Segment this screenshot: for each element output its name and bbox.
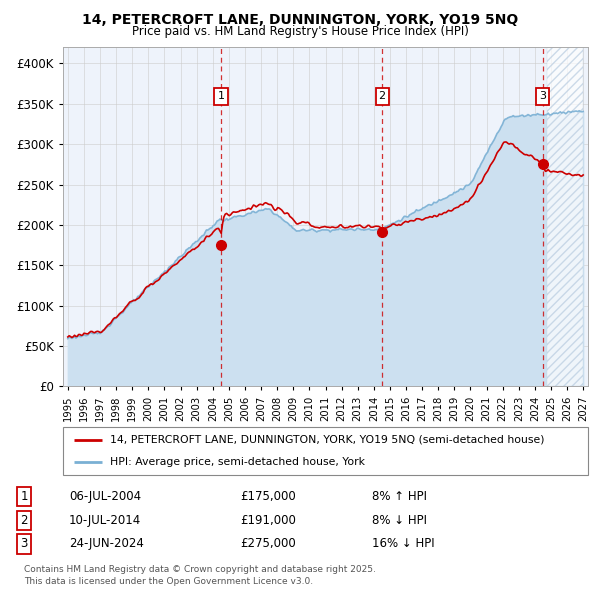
- Text: 14, PETERCROFT LANE, DUNNINGTON, YORK, YO19 5NQ: 14, PETERCROFT LANE, DUNNINGTON, YORK, Y…: [82, 13, 518, 27]
- Text: 2: 2: [20, 514, 28, 527]
- Text: 8% ↓ HPI: 8% ↓ HPI: [372, 514, 427, 527]
- Text: 2: 2: [379, 91, 386, 101]
- Text: £275,000: £275,000: [240, 537, 296, 550]
- Text: HPI: Average price, semi-detached house, York: HPI: Average price, semi-detached house,…: [110, 457, 365, 467]
- Text: 10-JUL-2014: 10-JUL-2014: [69, 514, 141, 527]
- Text: 16% ↓ HPI: 16% ↓ HPI: [372, 537, 434, 550]
- Text: 14, PETERCROFT LANE, DUNNINGTON, YORK, YO19 5NQ (semi-detached house): 14, PETERCROFT LANE, DUNNINGTON, YORK, Y…: [110, 435, 545, 445]
- Text: Contains HM Land Registry data © Crown copyright and database right 2025.
This d: Contains HM Land Registry data © Crown c…: [24, 565, 376, 586]
- Text: 3: 3: [539, 91, 546, 101]
- Text: 24-JUN-2024: 24-JUN-2024: [69, 537, 144, 550]
- Text: £191,000: £191,000: [240, 514, 296, 527]
- Text: 1: 1: [217, 91, 224, 101]
- Text: Price paid vs. HM Land Registry's House Price Index (HPI): Price paid vs. HM Land Registry's House …: [131, 25, 469, 38]
- Text: 3: 3: [20, 537, 28, 550]
- Text: 1: 1: [20, 490, 28, 503]
- Text: 8% ↑ HPI: 8% ↑ HPI: [372, 490, 427, 503]
- Text: £175,000: £175,000: [240, 490, 296, 503]
- Text: 06-JUL-2004: 06-JUL-2004: [69, 490, 141, 503]
